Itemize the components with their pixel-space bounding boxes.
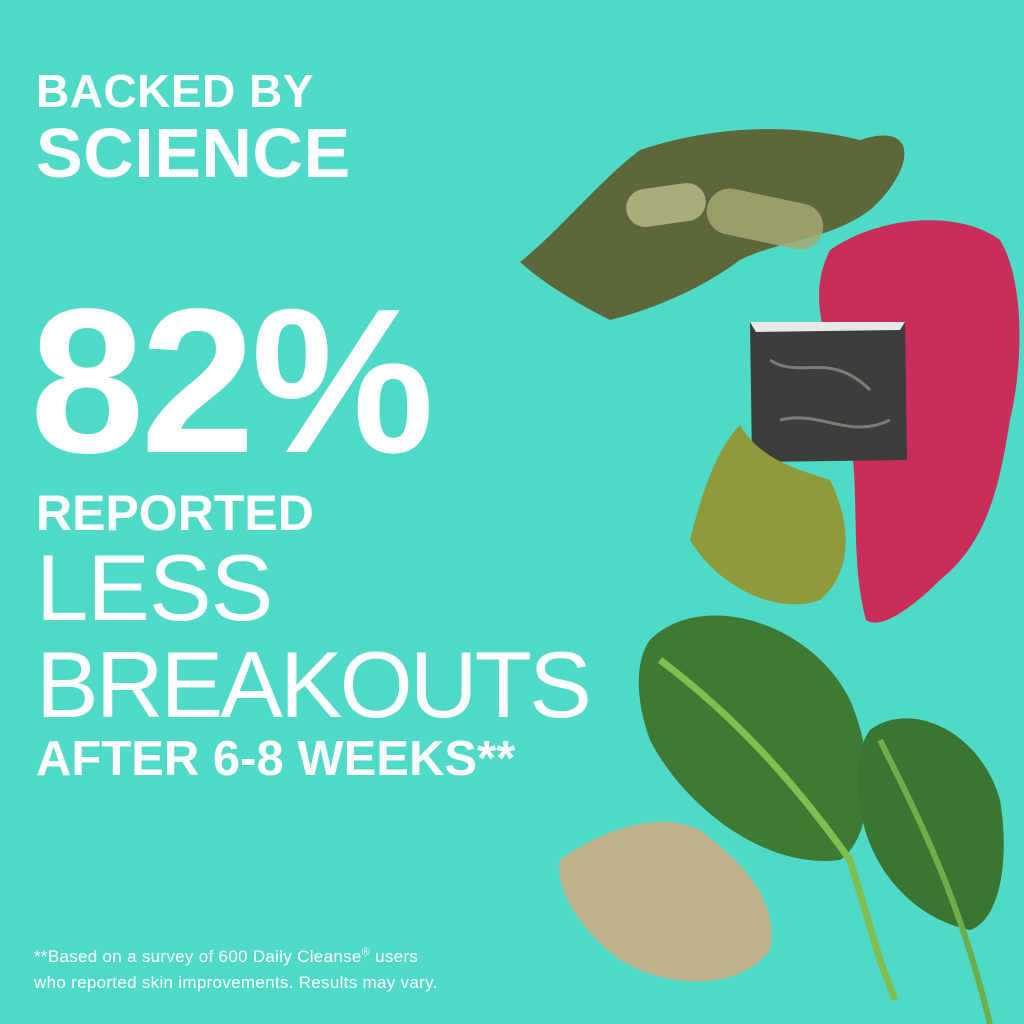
stat-line-less: LESS	[36, 535, 273, 640]
registered-mark: ®	[361, 946, 371, 959]
footnote: **Based on a survey of 600 Daily Cleanse…	[34, 944, 438, 996]
stat-line-duration: AFTER 6-8 WEEKS**	[36, 732, 516, 786]
headline-line-1: BACKED BY	[36, 65, 314, 117]
stat-line-breakouts: BREAKOUTS	[36, 632, 592, 737]
footnote-line-2: who reported skin improvements. Results …	[34, 973, 438, 992]
spinach-leaves	[638, 615, 1004, 1024]
headline-line-2: SCIENCE	[36, 114, 351, 192]
red-powder	[819, 220, 1020, 623]
footnote-text: **Based on a survey of 600 Daily Cleanse	[34, 947, 362, 966]
stat-value: 82%	[30, 266, 434, 496]
matcha-powder	[690, 425, 846, 605]
footnote-text-end: users	[370, 947, 419, 966]
stat-line-reported: REPORTED	[36, 485, 314, 541]
charcoal-stone	[750, 322, 907, 462]
dried-root-flakes	[559, 821, 772, 982]
green-powder-with-capsule	[520, 129, 905, 320]
footnote-line-1: **Based on a survey of 600 Daily Cleanse…	[34, 944, 438, 970]
